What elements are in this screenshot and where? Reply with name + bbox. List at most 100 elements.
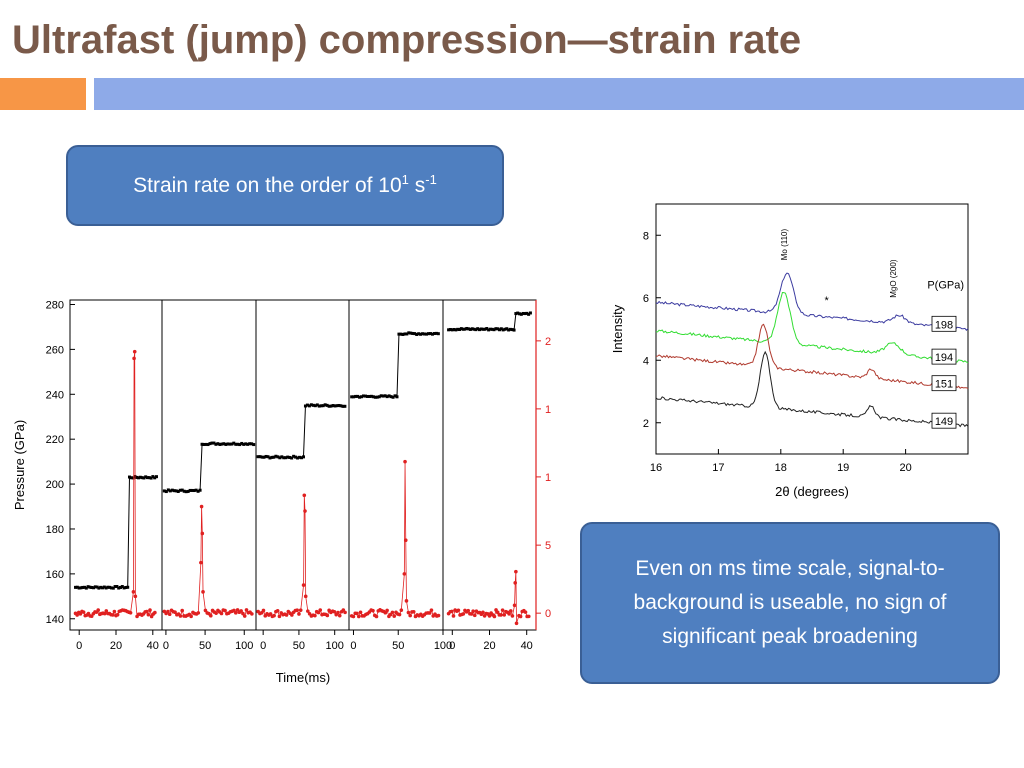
pressure-point bbox=[115, 585, 119, 589]
strain-rate-point bbox=[96, 608, 100, 612]
strain-rate-point bbox=[451, 614, 456, 618]
strain-rate-point bbox=[250, 612, 254, 616]
pressure-point bbox=[260, 455, 264, 459]
xrd-x-tick-label: 20 bbox=[899, 462, 911, 474]
pressure-point bbox=[343, 404, 347, 408]
pressure-point bbox=[512, 328, 516, 332]
xrd-x-tick-label: 16 bbox=[650, 462, 662, 474]
pressure-point bbox=[154, 475, 158, 479]
strain-rate-point bbox=[507, 612, 511, 616]
pressure-point bbox=[270, 455, 274, 459]
xrd-series-label-box bbox=[931, 375, 957, 392]
xrd-y-tick-label: 2 bbox=[643, 418, 649, 430]
pressure-point bbox=[212, 441, 216, 445]
strain-rate-point bbox=[232, 608, 236, 613]
pressure-point bbox=[367, 394, 371, 398]
xrd-y-axis-label: Intensity bbox=[610, 304, 625, 353]
pressure-point bbox=[124, 585, 128, 589]
xrd-series-label-box bbox=[931, 315, 957, 332]
pressure-point bbox=[303, 404, 307, 408]
x-tick-label: 100 bbox=[326, 640, 344, 652]
strain-rate-point bbox=[402, 572, 407, 576]
x-tick-label: 100 bbox=[434, 640, 452, 652]
pressure-point bbox=[246, 442, 250, 446]
pressure-point bbox=[170, 488, 174, 492]
pressure-point bbox=[301, 455, 305, 459]
pressure-point bbox=[240, 441, 244, 445]
pressure-point bbox=[362, 394, 366, 398]
pressure-point bbox=[510, 328, 514, 332]
xrd-series-line bbox=[655, 291, 969, 364]
pressure-point bbox=[274, 454, 278, 458]
pressure-point bbox=[492, 328, 496, 332]
pressure-point bbox=[172, 489, 176, 493]
pressure-point bbox=[487, 328, 491, 332]
pressure-point bbox=[333, 404, 337, 408]
pressure-point bbox=[381, 394, 385, 398]
strain-rate-point bbox=[196, 611, 201, 615]
pressure-point bbox=[88, 585, 92, 589]
pressure-point bbox=[329, 404, 333, 408]
xrd-x-tick-label: 19 bbox=[837, 462, 849, 474]
pressure-point bbox=[111, 586, 115, 590]
pressure-point bbox=[505, 327, 509, 331]
right-tick-label: 0 bbox=[545, 608, 551, 620]
pressure-point bbox=[74, 585, 78, 589]
pressure-point bbox=[474, 328, 478, 332]
right-tick-label: 1 bbox=[545, 472, 551, 484]
strain-rate-point bbox=[214, 611, 218, 615]
pressure-point bbox=[186, 489, 190, 493]
strain-rate-point bbox=[128, 610, 133, 615]
pressure-point bbox=[136, 476, 140, 480]
xrd-x-axis-label: 2θ (degrees) bbox=[775, 484, 849, 499]
pressure-point bbox=[126, 585, 130, 589]
strain-rate-point bbox=[208, 613, 213, 618]
pressure-point bbox=[401, 332, 405, 336]
pressure-point bbox=[523, 312, 527, 316]
pressure-point bbox=[514, 312, 518, 316]
pressure-point bbox=[476, 327, 480, 331]
pressure-trace bbox=[164, 442, 254, 493]
pressure-point bbox=[226, 442, 230, 446]
strain-rate-point bbox=[332, 609, 337, 614]
strain-rate-point bbox=[325, 613, 330, 618]
pressure-point bbox=[465, 326, 469, 330]
pressure-point bbox=[405, 332, 409, 336]
pressure-point bbox=[164, 490, 168, 494]
pressure-point bbox=[194, 488, 198, 492]
x-tick-label: 0 bbox=[350, 640, 356, 652]
callout-signal-background-text: Even on ms time scale, signal-to-backgro… bbox=[633, 557, 947, 648]
pressure-point bbox=[220, 442, 224, 446]
pressure-point bbox=[282, 456, 286, 460]
x-tick-label: 50 bbox=[199, 640, 211, 652]
pressure-point bbox=[387, 394, 391, 398]
pressure-point bbox=[147, 476, 151, 480]
strain-rate-point bbox=[306, 609, 310, 613]
pressure-point bbox=[481, 327, 485, 331]
pressure-point bbox=[166, 488, 170, 492]
pressure-point bbox=[467, 327, 471, 331]
x-tick-label: 40 bbox=[147, 640, 159, 652]
pressure-point bbox=[224, 442, 228, 446]
strain-rate-point bbox=[355, 611, 359, 616]
pressure-point bbox=[352, 395, 356, 399]
pressure-point bbox=[208, 442, 212, 446]
pressure-point bbox=[168, 489, 172, 493]
pressure-point bbox=[389, 395, 393, 399]
pressure-point bbox=[258, 455, 262, 459]
strain-rate-point bbox=[481, 610, 485, 615]
xrd-y-tick-label: 8 bbox=[643, 230, 649, 242]
xrd-series-label: 151 bbox=[935, 379, 953, 391]
pressure-point bbox=[250, 442, 254, 446]
strain-rate-point bbox=[313, 613, 317, 618]
pressure-point bbox=[413, 332, 417, 336]
strain-rate-point bbox=[110, 613, 115, 617]
pressure-point bbox=[499, 327, 503, 331]
pressure-point bbox=[498, 328, 502, 332]
pressure-point bbox=[311, 403, 315, 407]
strain-rate-point bbox=[189, 614, 193, 619]
pressure-point bbox=[192, 489, 196, 493]
pressure-point bbox=[198, 488, 202, 492]
strain-rate-point bbox=[429, 608, 434, 612]
pressure-point bbox=[92, 586, 96, 590]
